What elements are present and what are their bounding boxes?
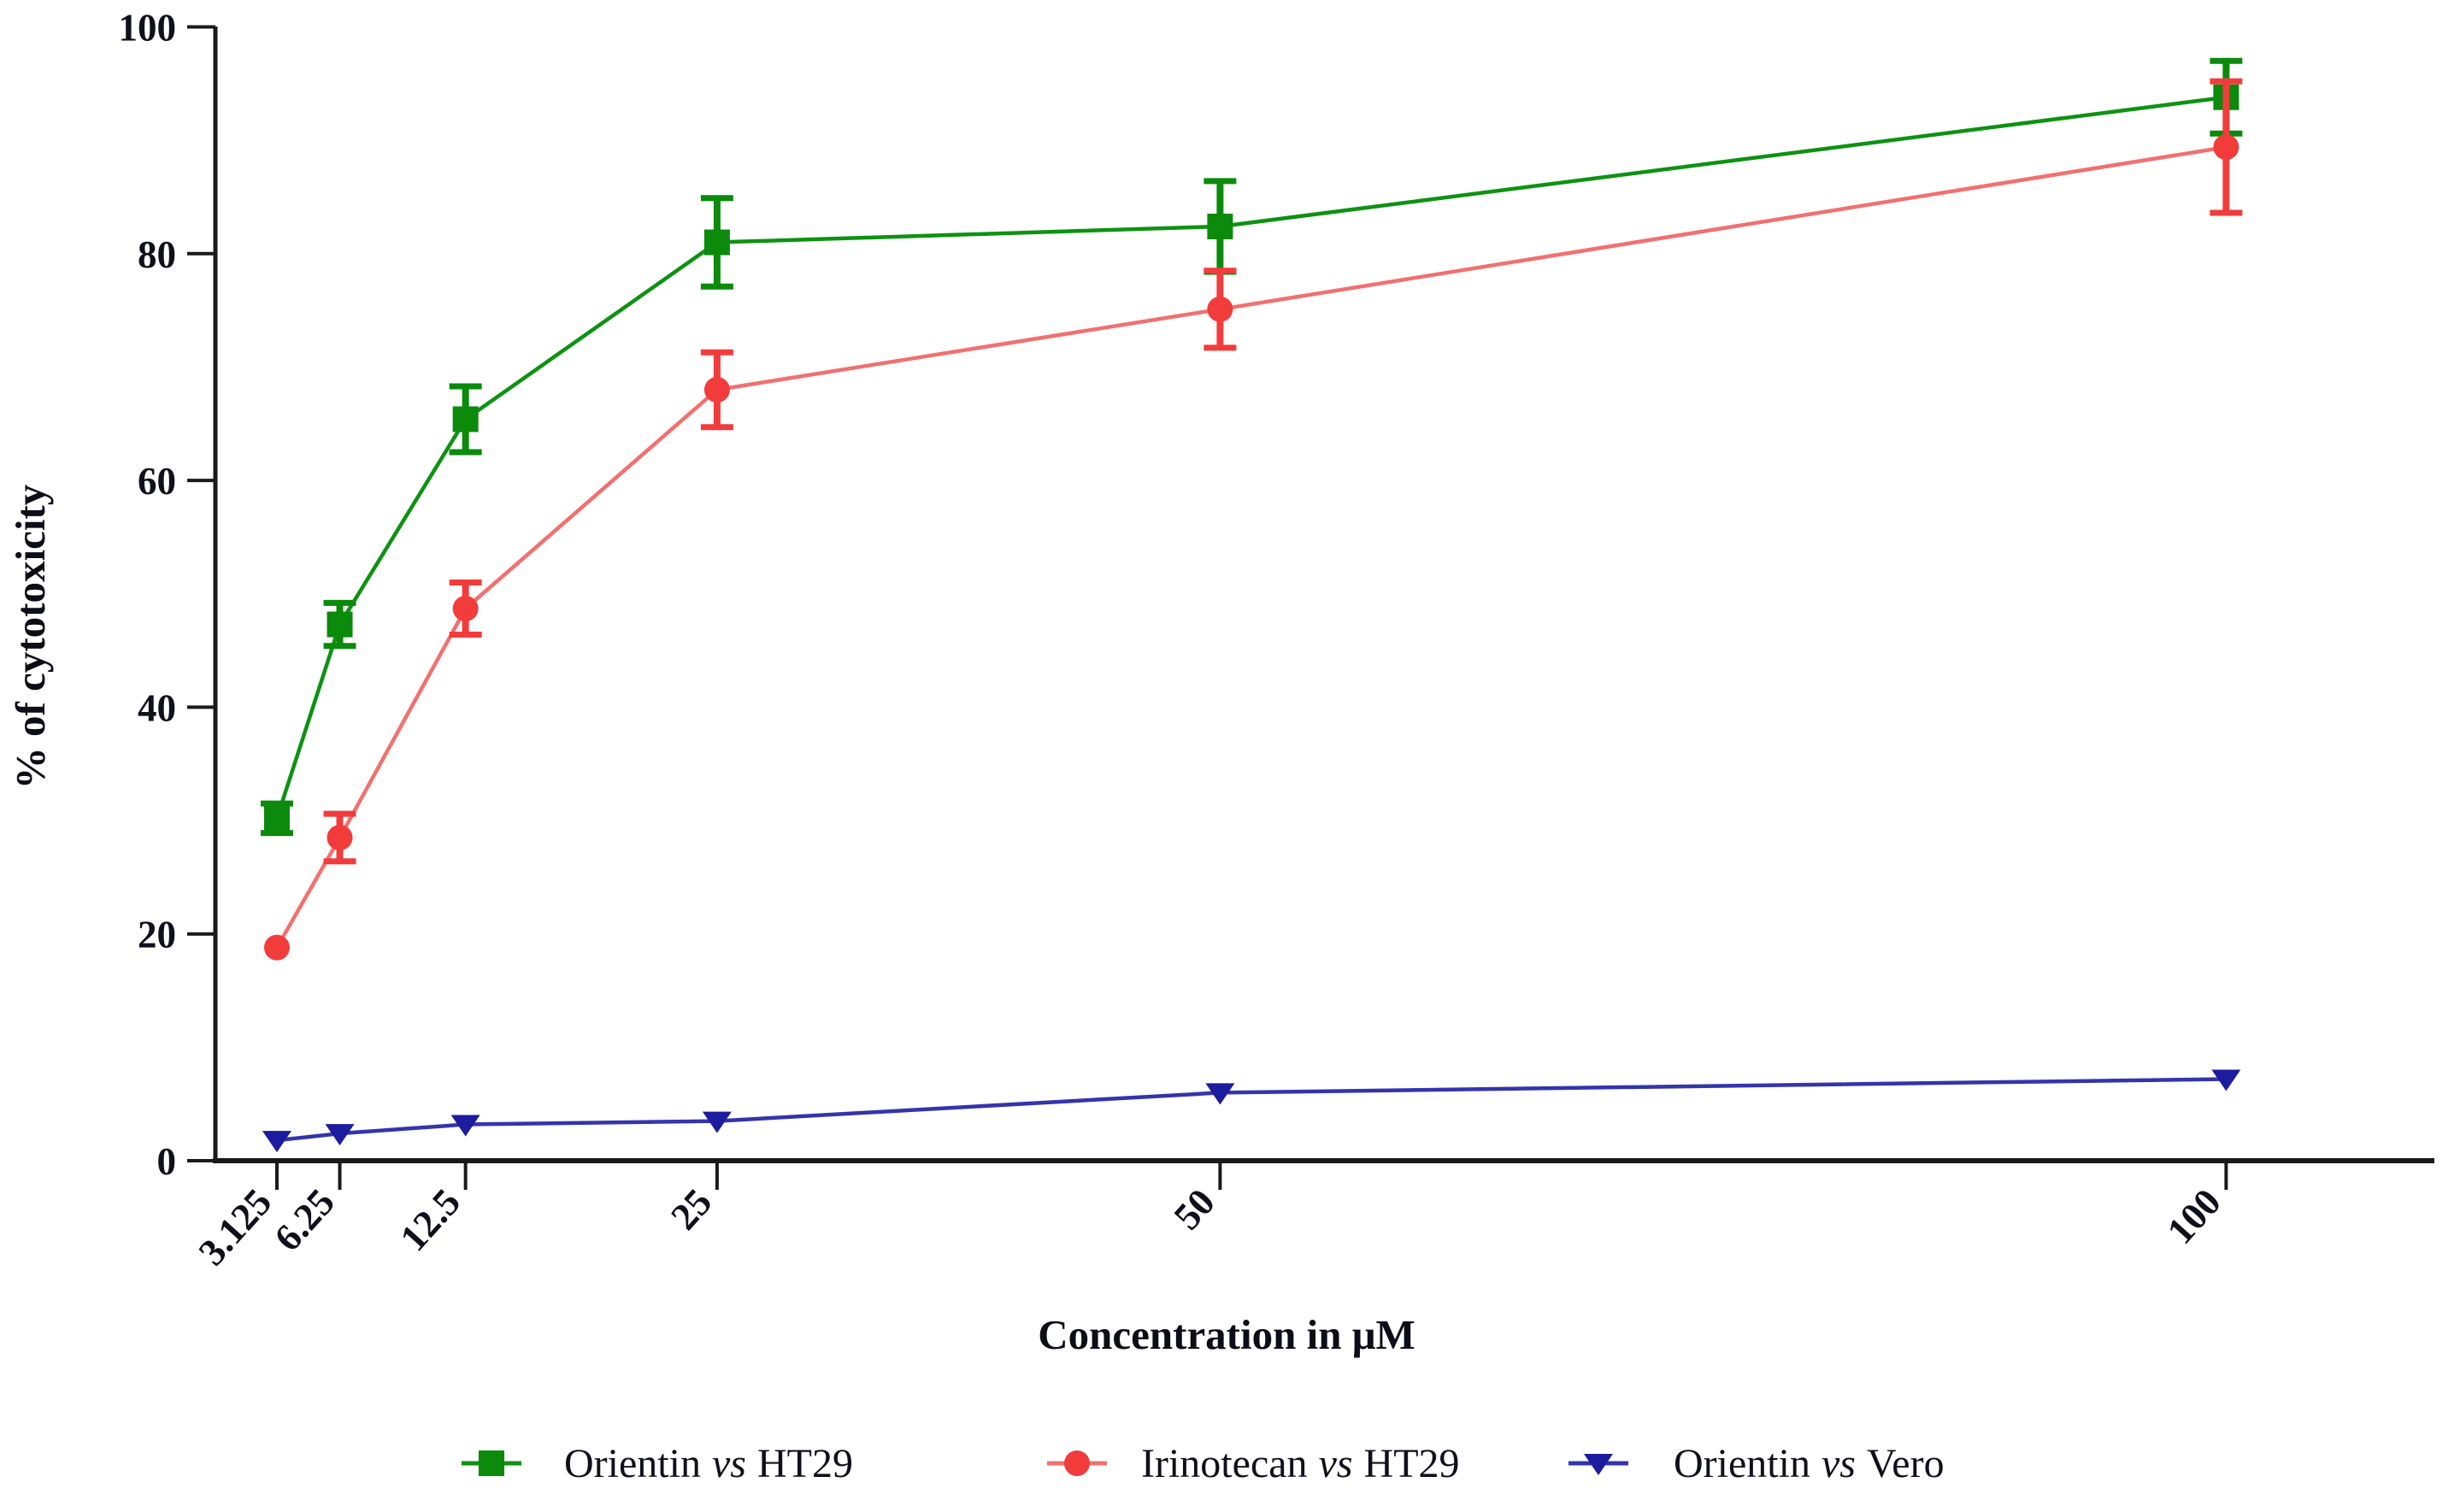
data-point-marker — [450, 1115, 480, 1137]
data-point-marker — [325, 1124, 355, 1146]
series-orientin-vs-ht29 — [260, 57, 2243, 837]
legend-marker-square — [479, 1450, 504, 1476]
series-line — [274, 95, 2227, 820]
x-tick-label: 100 — [2159, 1180, 2229, 1252]
y-tick-label: 40 — [138, 686, 176, 729]
data-point-marker — [263, 934, 290, 961]
data-point-marker — [263, 805, 290, 832]
x-tick-label: 3.125 — [190, 1180, 280, 1274]
y-tick-label: 100 — [119, 7, 177, 50]
legend-label: Irinotecan vs HT29 — [1141, 1441, 1460, 1486]
legend-item-orientin-vs-vero: Orientin vs Vero — [1568, 1441, 1945, 1486]
x-tick-label: 50 — [1166, 1180, 1223, 1238]
y-tick-label: 80 — [138, 233, 176, 276]
y-tick-label: 0 — [157, 1140, 177, 1183]
y-tick-label: 20 — [138, 914, 176, 956]
legend-label: Orientin vs Vero — [1674, 1441, 1945, 1486]
legend-marker-triangle-down — [1584, 1454, 1613, 1475]
data-point-marker — [1205, 1083, 1235, 1105]
data-point-marker — [1207, 296, 1233, 322]
data-point-marker — [2211, 1069, 2241, 1091]
data-point-marker — [452, 406, 479, 432]
data-point-marker — [327, 611, 353, 638]
legend-item-orientin-vs-ht29: Orientin vs HT29 — [462, 1441, 853, 1486]
series-irinotecan-vs-ht29 — [263, 78, 2243, 961]
y-tick-label: 60 — [138, 460, 176, 503]
data-point-marker — [327, 824, 353, 850]
data-point-marker — [2213, 134, 2239, 161]
x-tick-label: 12.5 — [391, 1180, 468, 1259]
y-axis-title: % of cytotoxicity — [7, 484, 54, 789]
series-orientin-vs-vero — [262, 1069, 2241, 1153]
x-axis-title: Concentration in μM — [1038, 1311, 1415, 1358]
legend-marker-circle — [1064, 1450, 1090, 1476]
legend: Orientin vs HT29 Irinotecan vs HT29 Orientin vs… — [462, 1441, 1945, 1486]
data-point-marker — [262, 1131, 291, 1153]
legend-label: Orientin vs HT29 — [564, 1441, 853, 1486]
x-tick-label: 25 — [662, 1180, 720, 1238]
x-tick-label: 6.25 — [266, 1180, 343, 1259]
data-point-marker — [703, 229, 730, 256]
data-point-marker — [703, 376, 730, 403]
series-line — [275, 144, 2227, 949]
data-point-marker — [452, 595, 479, 621]
data-point-marker — [702, 1111, 732, 1133]
legend-item-irinotecan-vs-ht29: Irinotecan vs HT29 — [1047, 1441, 1460, 1486]
series-line — [276, 1077, 2227, 1143]
series-group — [260, 57, 2243, 1153]
data-point-marker — [1207, 213, 1233, 239]
